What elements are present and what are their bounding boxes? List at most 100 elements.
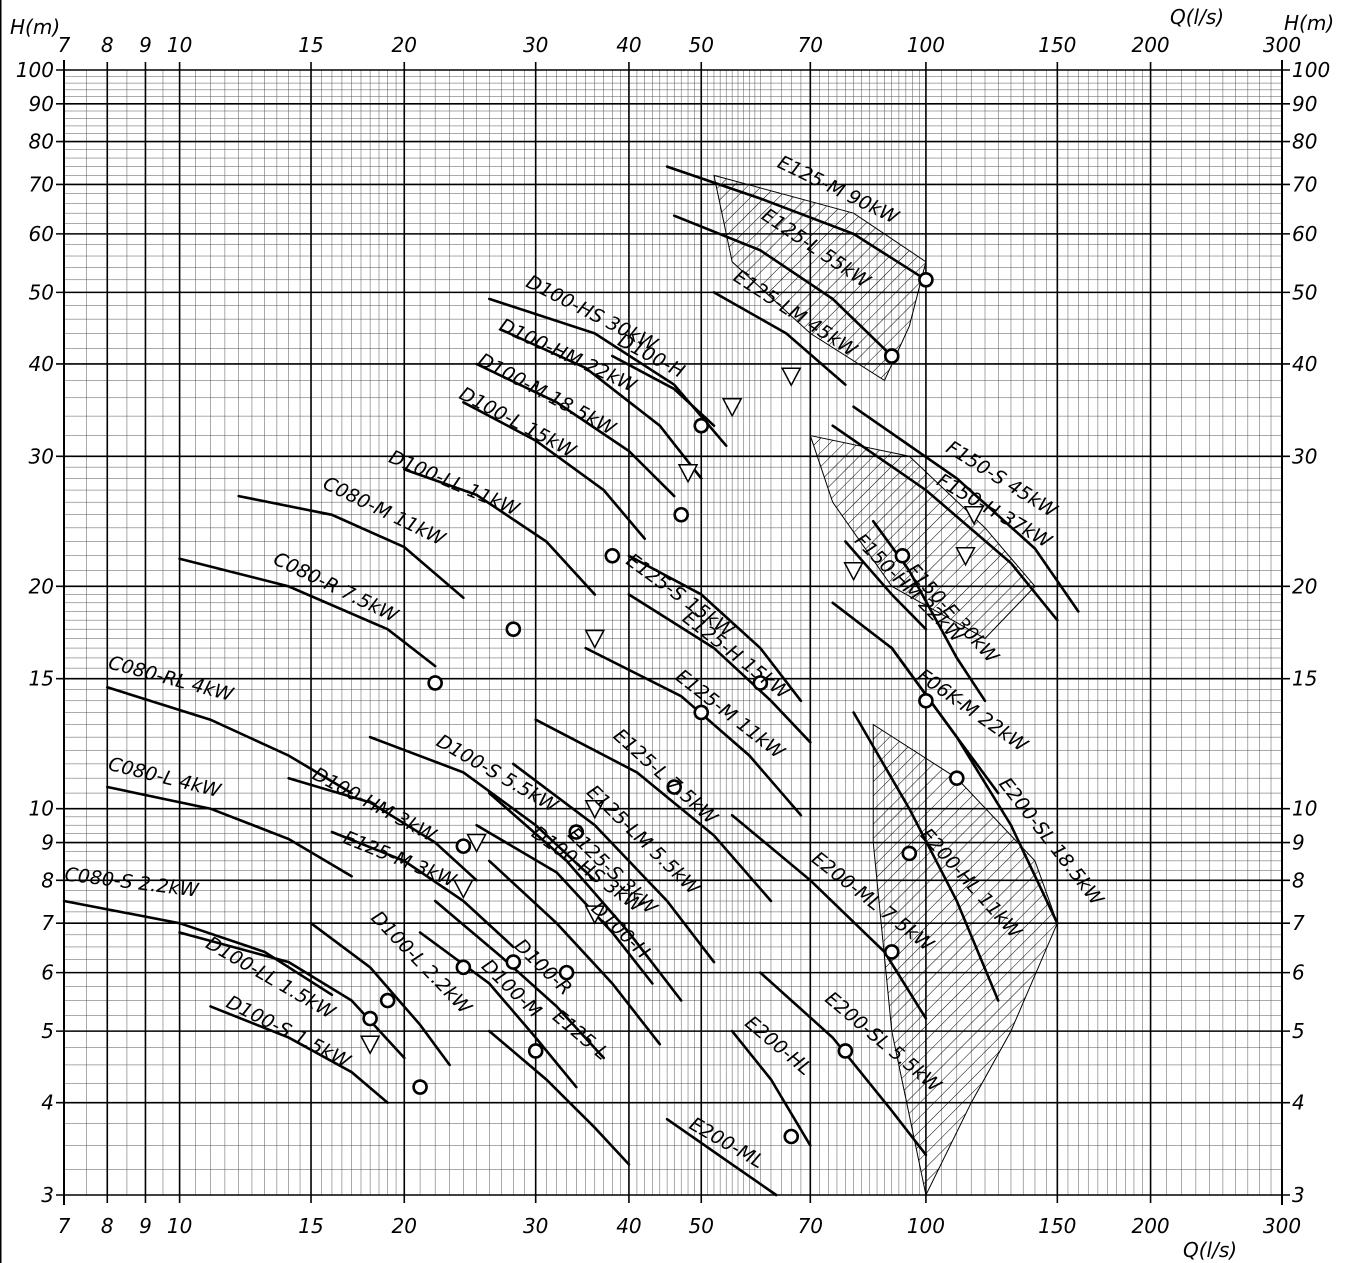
series-curve (330, 830, 515, 949)
x-tick-label-bottom: 8 (101, 1214, 114, 1238)
y-tick-label-left: 80 (29, 130, 54, 154)
operating-point (427, 675, 443, 691)
triangle-marker (584, 799, 606, 820)
operating-point (666, 779, 683, 795)
operating-point (455, 959, 472, 976)
series-curve (209, 1005, 389, 1104)
x-tick-label-bottom: 70 (798, 1214, 823, 1238)
triangle-marker (453, 879, 474, 900)
x-tick-label-bottom: 100 (907, 1214, 945, 1238)
series-curve (844, 540, 928, 631)
x-tick-label-bottom: 50 (689, 1214, 714, 1238)
operating-point (455, 838, 472, 854)
series-curve (433, 899, 606, 1060)
operating-point (883, 944, 900, 960)
x-tick-label-top: 50 (689, 33, 714, 57)
series-curve (402, 468, 597, 596)
operating-point (505, 954, 522, 970)
x-tick-label-top: 100 (907, 33, 945, 57)
operating-point (362, 1010, 378, 1027)
series-curve (178, 931, 406, 1060)
hatched-envelope (872, 723, 1058, 1197)
triangle-marker (955, 547, 976, 567)
y-tick-label-left: 8 (41, 868, 54, 892)
triangle-marker (584, 629, 606, 650)
series-curve (62, 899, 334, 997)
x-tick-label-top: 200 (1131, 33, 1169, 57)
operating-point (604, 547, 621, 564)
operating-point (837, 1043, 854, 1059)
x-tick-label-bottom: 10 (167, 1214, 192, 1238)
operating-point (693, 704, 710, 721)
series-curve (730, 1029, 812, 1147)
y-tick-label-right: 90 (1292, 92, 1317, 116)
x-tick-label-bottom: 15 (298, 1214, 323, 1238)
series-curve (487, 859, 662, 1046)
triangle-marker (843, 561, 864, 582)
series-curve (368, 735, 597, 882)
x-tick-label-top: 40 (616, 33, 641, 57)
triangle-marker (677, 463, 699, 484)
x-tick-label-top: 150 (1038, 33, 1076, 57)
y-tick-label-left: 40 (29, 352, 54, 376)
series-curve (610, 354, 716, 428)
y-tick-label-right: 80 (1292, 130, 1317, 154)
x-tick-label-top: 30 (523, 33, 548, 57)
series-curve (730, 813, 928, 1020)
x-tick-label-bottom: 200 (1131, 1214, 1169, 1238)
y-tick-label-left: 3 (41, 1183, 54, 1207)
series-curve (871, 519, 987, 703)
y-axis-title-right: H(m) (1284, 11, 1334, 35)
y-tick-label-left: 10 (29, 797, 54, 821)
series-curve (309, 921, 451, 1067)
x-tick-label-top: 300 (1263, 33, 1301, 57)
x-tick-label-bottom: 9 (139, 1214, 152, 1238)
triangle-marker (466, 833, 487, 854)
series-curve (852, 405, 1080, 613)
triangle-marker (780, 367, 802, 387)
x-tick-label-top: 9 (139, 33, 152, 57)
y-tick-label-left: 20 (29, 574, 54, 598)
x-tick-label-top: 8 (101, 33, 114, 57)
operating-point (901, 845, 918, 862)
y-tick-label-right: 9 (1292, 831, 1305, 855)
y-axis-title-left: H(m) (10, 15, 60, 39)
y-tick-label-right: 15 (1292, 667, 1317, 691)
series-curve (665, 165, 928, 282)
y-tick-label-left: 9 (41, 831, 54, 855)
x-axis-title-top: Q(l/s) (1170, 5, 1224, 29)
series-curve (831, 424, 1059, 622)
series-curve (487, 791, 683, 1002)
y-tick-label-right: 7 (1292, 911, 1305, 935)
y-tick-label-right: 50 (1292, 280, 1317, 304)
hatched-regions (713, 174, 1058, 1197)
series-curve (287, 776, 478, 882)
series-curve (584, 646, 803, 817)
y-tick-label-left: 100 (16, 58, 54, 82)
operating-point (693, 417, 710, 434)
y-tick-label-left: 7 (41, 911, 54, 935)
series-curve (178, 557, 437, 668)
operating-point (883, 348, 900, 364)
y-tick-label-right: 40 (1292, 352, 1317, 376)
y-tick-label-right: 3 (1292, 1183, 1305, 1207)
series-curves (62, 165, 1080, 1197)
y-tick-label-left: 70 (29, 172, 54, 196)
triangle-marker (584, 905, 606, 925)
operating-point (412, 1079, 428, 1095)
series-curve (665, 1117, 778, 1197)
series-curve (852, 711, 1000, 1002)
x-tick-label-bottom: 7 (58, 1214, 71, 1238)
operating-point (752, 675, 769, 691)
series-curve (418, 931, 578, 1089)
operating-point (918, 271, 934, 288)
y-tick-label-right: 100 (1292, 58, 1330, 82)
y-tick-label-left: 30 (29, 444, 54, 468)
series-curve (487, 1029, 631, 1166)
x-tick-label-bottom: 20 (392, 1214, 417, 1238)
operating-point (783, 1128, 800, 1145)
operating-point-markers (359, 271, 985, 1145)
operating-point (918, 692, 934, 709)
